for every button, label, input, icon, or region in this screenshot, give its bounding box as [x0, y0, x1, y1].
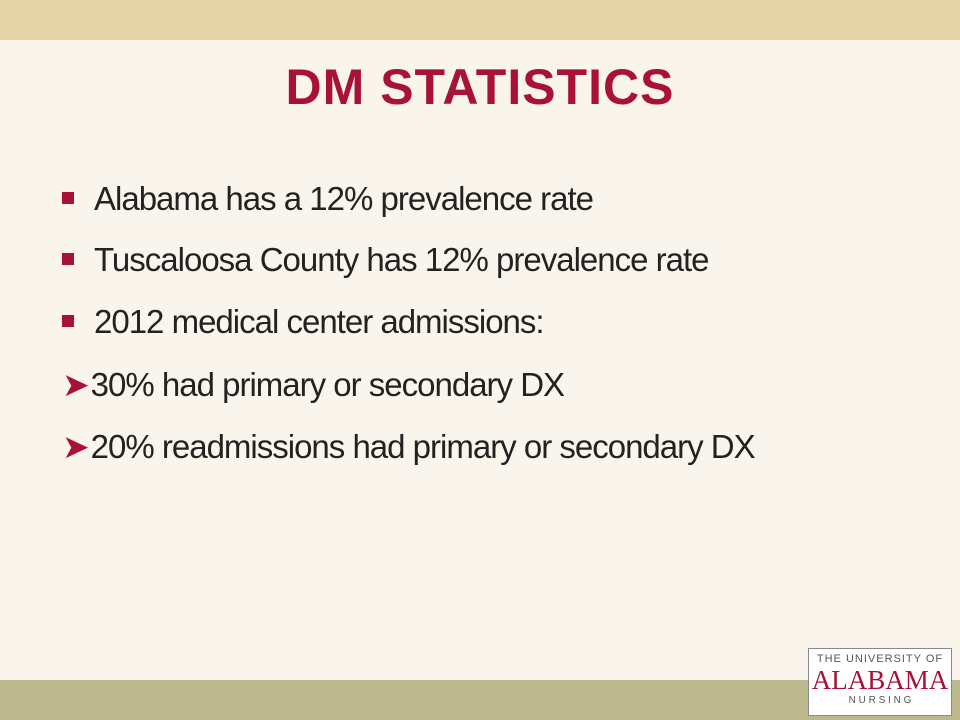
- logo-line: THE UNIVERSITY OF: [816, 653, 944, 665]
- sub-bullet: ➤20% readmissions had primary or seconda…: [62, 428, 756, 465]
- bullet: Tuscaloosa County has 12% prevalence rat…: [62, 241, 709, 279]
- logo-line: N U R S I N G: [848, 695, 912, 706]
- bullet-text: 20% readmissions had primary or secondar…: [90, 428, 756, 465]
- bullet-text: Tuscaloosa County has 12% prevalence rat…: [94, 241, 709, 278]
- bullet-text: Alabama has a 12% prevalence rate: [94, 180, 594, 217]
- bullet-text: 2012 medical center admissions:: [94, 303, 545, 340]
- logo-line: ALABAMA: [811, 665, 949, 695]
- top-bar: [0, 0, 960, 40]
- bullet: Alabama has a 12% prevalence rate: [62, 180, 594, 218]
- bullet: 2012 medical center admissions:: [62, 303, 545, 341]
- logo: THE UNIVERSITY OF ALABAMA N U R S I N G: [808, 648, 952, 716]
- bottom-bar: [0, 680, 960, 720]
- sub-bullet: ➤30% had primary or secondary DX: [62, 366, 565, 403]
- bullet-text: 30% had primary or secondary DX: [90, 366, 565, 403]
- slide-title: DM STATISTICS: [285, 59, 675, 115]
